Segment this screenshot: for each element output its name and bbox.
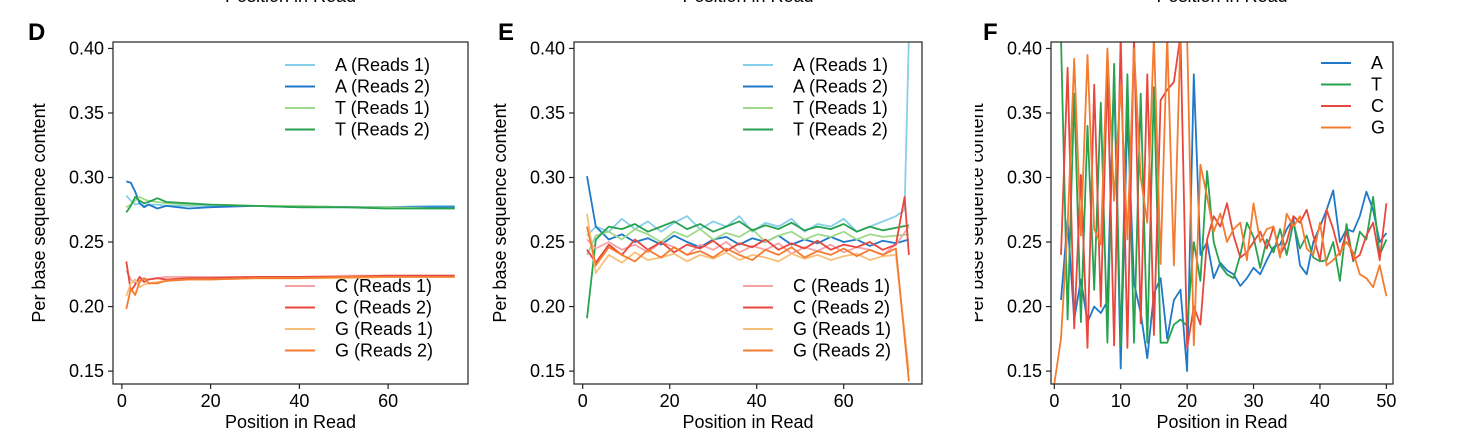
y-tick-label: 0.30 (530, 168, 565, 188)
legend-entry: A (Reads 2) (335, 77, 430, 97)
x-axis-label: Position in Read (225, 412, 356, 432)
legend-entry: G (Reads 2) (335, 341, 433, 361)
y-tick-label: 0.25 (530, 232, 565, 252)
x-tick-label: 20 (1177, 391, 1197, 411)
series-line-t (1060, 42, 1388, 347)
y-axis-label: Per base sequence content (29, 103, 49, 322)
legend-entry: G (Reads 2) (793, 341, 891, 361)
y-tick-label: 0.35 (1007, 103, 1042, 123)
x-tick-label: 20 (660, 391, 680, 411)
series-line-t-reads-2 (586, 220, 910, 319)
series-group (1053, 42, 1388, 384)
legend-entry: A (Reads 1) (335, 55, 430, 75)
y-tick-label: 0.15 (530, 361, 565, 381)
series-line-g-reads-2 (125, 276, 455, 310)
series-line-g-reads-2 (586, 226, 910, 382)
y-axis-label: Per base sequence content (490, 103, 510, 322)
series-line-c (1060, 42, 1388, 349)
legend-entry: A (Reads 1) (793, 55, 888, 75)
x-tick-label: 40 (747, 391, 767, 411)
top-caption: Position in Read (1156, 0, 1287, 6)
y-tick-label: 0.15 (69, 361, 104, 381)
legend-entry: T (Reads 1) (793, 98, 888, 118)
legend-entry: C (1371, 96, 1384, 116)
legend-entry: G (Reads 1) (335, 319, 433, 339)
series-line-g (1053, 42, 1388, 384)
x-tick-label: 60 (834, 391, 854, 411)
legend-entry: C (Reads 2) (793, 298, 890, 318)
legend-entry: A (1371, 53, 1383, 73)
y-tick-label: 0.15 (1007, 361, 1042, 381)
plot-frame (1050, 41, 1394, 385)
plot-frame (573, 41, 923, 385)
legend-entry: T (Reads 2) (793, 120, 888, 140)
x-axis-label: Position in Read (682, 412, 813, 432)
x-tick-label: 60 (378, 391, 398, 411)
legend-entry: C (Reads 1) (793, 276, 890, 296)
x-tick-label: 0 (1049, 391, 1059, 411)
panel-label: E (498, 19, 514, 46)
y-tick-label: 0.25 (1007, 232, 1042, 252)
x-tick-label: 0 (117, 391, 127, 411)
series-line-a-reads-2 (586, 176, 910, 249)
series-group (586, 42, 910, 382)
x-tick-label: 10 (1111, 391, 1131, 411)
y-tick-label: 0.40 (530, 38, 565, 58)
chart-panel-d: Position in Read D 0.15 0.20 0.25 0.30 0.35 0.4… (0, 0, 490, 443)
legend-entry: C (Reads 2) (335, 298, 432, 318)
y-tick-label: 0.20 (1007, 297, 1042, 317)
chart-panel-f: Position in Read F 0.15 0.20 0.25 0.30 0.35 0.4… (967, 0, 1462, 443)
y-tick-label: 0.25 (69, 232, 104, 252)
legend-entry: G (1371, 118, 1385, 138)
chart-svg: Position in Read D 0.15 0.20 0.25 0.30 0.35 0.4… (28, 0, 469, 432)
x-tick-label: 30 (1244, 391, 1264, 411)
y-tick-label: 0.35 (530, 103, 565, 123)
chart-svg: Position in Read E 0.15 0.20 0.25 0.30 0.35 0.4… (490, 0, 923, 432)
series-line-t-reads-1 (586, 228, 909, 256)
legend-entry: T (Reads 1) (335, 98, 430, 118)
legend-entry: T (1371, 75, 1382, 95)
series-line-c-reads-1 (586, 226, 910, 256)
y-tick-label: 0.20 (530, 297, 565, 317)
series-line-t-reads-2 (125, 196, 455, 213)
panel-label: D (28, 19, 45, 46)
x-tick-label: 0 (578, 391, 588, 411)
y-tick-label: 0.40 (1007, 38, 1042, 58)
legend-entry: G (Reads 1) (793, 319, 891, 339)
plot-frame (112, 41, 469, 385)
panel-label: F (983, 19, 998, 46)
x-tick-label: 40 (1310, 391, 1330, 411)
legend-entry: A (Reads 2) (793, 77, 888, 97)
y-axis-label: Per base sequence content (975, 103, 987, 322)
legend-entry: T (Reads 2) (335, 120, 430, 140)
top-caption: Position in Read (225, 0, 356, 6)
y-tick-label: 0.20 (69, 297, 104, 317)
y-tick-label: 0.40 (69, 38, 104, 58)
legend-entry: C (Reads 1) (335, 276, 432, 296)
chart-svg: Position in Read F 0.15 0.20 0.25 0.30 0.35 0.4… (967, 0, 1396, 432)
y-tick-label: 0.35 (69, 103, 104, 123)
x-tick-label: 40 (289, 391, 309, 411)
y-tick-label: 0.30 (1007, 168, 1042, 188)
x-tick-label: 50 (1376, 391, 1396, 411)
top-caption: Position in Read (682, 0, 813, 6)
chart-panel-e: Position in Read E 0.15 0.20 0.25 0.30 0.35 0.4… (490, 0, 975, 443)
x-tick-label: 20 (201, 391, 221, 411)
y-tick-label: 0.30 (69, 168, 104, 188)
series-line-c-reads-2 (586, 196, 910, 264)
series-group (125, 180, 455, 310)
x-axis-label: Position in Read (1156, 412, 1287, 432)
